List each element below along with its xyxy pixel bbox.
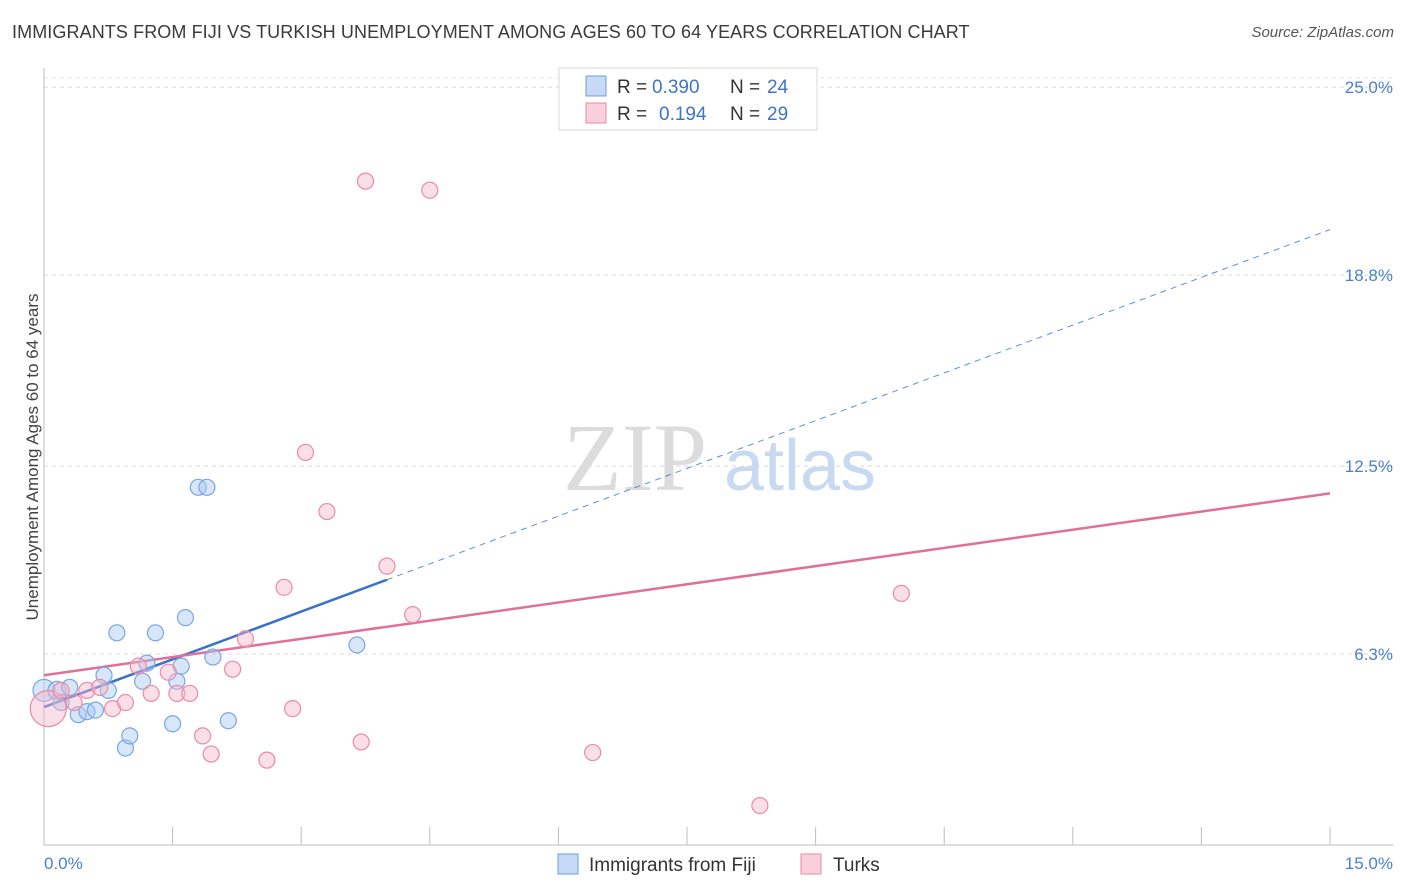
series-legend: Immigrants from Fiji Turks (557, 853, 880, 876)
point-s1-6 (116, 693, 135, 712)
point-s1-27 (751, 796, 769, 815)
point-s1-3 (78, 681, 96, 700)
point-s1-23 (378, 557, 396, 575)
point-s1-24 (404, 606, 422, 624)
point-s1-20 (318, 502, 336, 521)
legend-fiji-n-value: 24 (767, 77, 789, 98)
point-s1-12 (194, 727, 212, 745)
point-s1-18 (284, 699, 302, 718)
point-s1-11 (181, 684, 199, 703)
gridlines (44, 77, 1393, 655)
point-s0-11 (121, 727, 139, 745)
point-s1-26 (584, 743, 602, 762)
point-s1-21 (352, 733, 370, 751)
legend-fiji-r-label: R = (617, 77, 647, 98)
point-s0-22 (219, 712, 237, 730)
point-s1-4 (91, 678, 109, 696)
point-s0-14 (146, 624, 165, 642)
point-s1-9 (159, 663, 177, 681)
point-s0-21 (204, 648, 222, 666)
legend-turks-n-label: N = (730, 104, 760, 125)
legend: R = 0.390 N = 24 R = 0.194 N = 29 (558, 67, 818, 131)
point-s0-18 (176, 609, 195, 627)
x-tick-max: 15.0% (1345, 854, 1393, 873)
point-s1-2 (65, 693, 83, 712)
y-tick-label-1: 18.8% (1345, 266, 1393, 285)
series-legend-fiji: Immigrants from Fiji (589, 855, 756, 876)
legend-swatch-turks (585, 102, 607, 124)
legend-turks-r-label: R = (617, 104, 647, 125)
point-s1-16 (258, 751, 276, 769)
series-legend-turks: Turks (833, 855, 880, 876)
point-s1-25 (421, 181, 439, 199)
point-s1-22 (356, 172, 375, 190)
legend-fiji-r-value: 0.390 (652, 77, 700, 98)
y-tick-label-2: 12.5% (1345, 457, 1393, 476)
point-s0-9 (108, 624, 126, 642)
axes (43, 68, 1393, 846)
trend-solid-1 (43, 492, 1331, 677)
point-s1-13 (202, 745, 220, 763)
legend-turks-r-value: 0.194 (659, 104, 707, 125)
source-label: Source: ZipAtlas.com (1251, 24, 1394, 41)
point-s0-2 (52, 693, 70, 712)
legend-swatch-fiji (585, 75, 607, 97)
point-s1-0 (29, 689, 67, 728)
point-s1-17 (275, 578, 293, 596)
y-tick-labels: 25.0% 18.8% 12.5% 6.3% (1345, 78, 1393, 664)
watermark-zip: ZIP (563, 404, 707, 511)
point-s0-23 (348, 636, 366, 654)
point-s1-7 (129, 657, 147, 675)
point-s1-8 (142, 684, 160, 703)
point-s1-28 (892, 584, 910, 602)
trend-lines (43, 229, 1331, 709)
x-tick-min: 0.0% (44, 854, 83, 873)
y-axis-label: Unemployment Among Ages 60 to 64 years (23, 294, 42, 621)
point-s1-19 (296, 443, 315, 462)
watermark-atlas: atlas (724, 426, 876, 506)
series-legend-swatch-turks (800, 853, 822, 875)
point-s1-15 (236, 630, 255, 648)
legend-fiji-n-label: N = (730, 77, 760, 98)
watermark: ZIP atlas (563, 404, 876, 511)
point-s0-15 (164, 715, 182, 733)
point-s1-10 (168, 684, 186, 703)
point-s0-20 (198, 478, 216, 496)
chart-title: IMMIGRANTS FROM FIJI VS TURKISH UNEMPLOY… (12, 22, 970, 42)
data-points (29, 172, 910, 815)
trend-dashed-0 (386, 229, 1331, 581)
point-s0-6 (86, 701, 105, 719)
y-tick-label-0: 25.0% (1345, 78, 1393, 97)
series-legend-swatch-fiji (557, 853, 579, 875)
point-s1-1 (52, 681, 70, 700)
legend-turks-n-value: 29 (767, 104, 788, 125)
x-tick-labels: 0.0% 15.0% (44, 854, 1393, 873)
point-s0-5 (78, 703, 96, 721)
y-tick-label-3: 6.3% (1354, 645, 1393, 664)
point-s1-14 (224, 660, 242, 678)
